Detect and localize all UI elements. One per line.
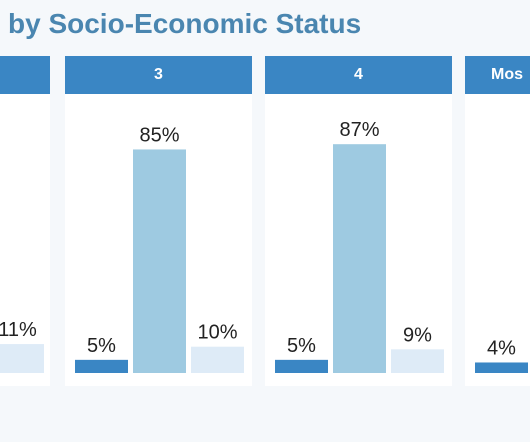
data-label: 4% [487, 337, 516, 359]
panel-header-most: Mos [465, 56, 530, 94]
panel-most: Mos [465, 56, 530, 386]
bar-Mos-s0 [475, 362, 528, 373]
panel-header [0, 56, 50, 94]
panel-header-3: 3 [65, 56, 252, 94]
data-label: 10% [197, 322, 237, 344]
bar-4-s1 [333, 144, 386, 373]
panel-3: 3 [65, 56, 252, 386]
panel-header-4: 4 [265, 56, 452, 94]
chart-title: by Socio-Economic Status [8, 8, 362, 39]
bar-4-s0 [275, 359, 328, 373]
bar-left-s2 [0, 344, 44, 373]
data-label: 5% [287, 335, 316, 357]
data-label: 87% [339, 119, 379, 141]
data-label: 85% [139, 124, 179, 146]
data-label: 9% [403, 324, 432, 346]
panel-partial-left [0, 56, 50, 386]
bar-3-s0 [75, 359, 128, 373]
data-label: 11% [0, 319, 37, 341]
bar-4-s2 [391, 349, 444, 373]
bar-3-s1 [133, 149, 186, 373]
data-label: 5% [87, 335, 116, 357]
bar-3-s2 [191, 346, 244, 373]
